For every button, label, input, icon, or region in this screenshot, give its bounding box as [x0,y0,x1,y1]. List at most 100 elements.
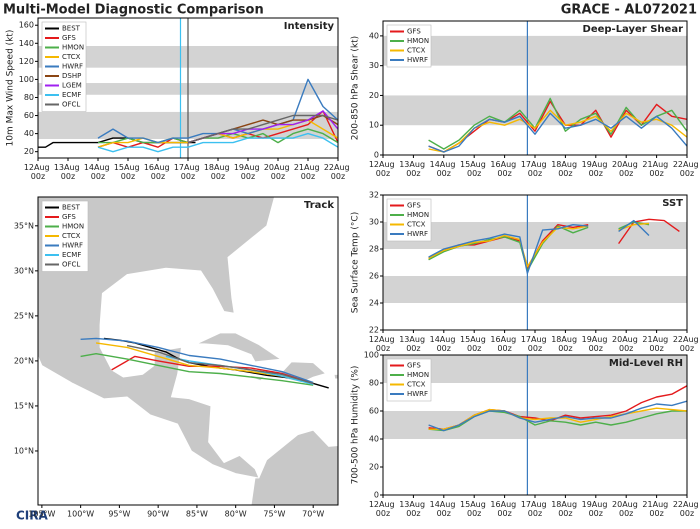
legend-label: CTCX [407,381,426,389]
x-tick-label: 18Aug 00z [204,163,232,181]
legend-label: CTCX [62,53,81,61]
legend-label: ECMF [62,251,81,259]
x-tick-label: 13Aug 00z [399,160,427,178]
panel-title: Track [304,200,334,211]
x-tick-label: 15Aug 00z [460,500,488,518]
y-tick-label: 15°N [14,401,34,410]
x-tick-label: 18Aug 00z [551,500,579,518]
y-tick-label: 10 [369,121,379,130]
x-tick-label: 85°W [186,510,208,519]
y-tick-label: 40 [369,435,379,444]
x-tick-label: 19Aug 00z [582,335,610,353]
logo: CIRA [16,509,49,523]
x-tick-label: 19Aug 00z [582,500,610,518]
y-tick-label: 20 [24,147,34,156]
y-tick-label: 24 [369,299,379,308]
y-tick-label: 60 [369,407,379,416]
panel-title: Mid-Level RH [609,358,683,369]
y-tick-label: 140 [19,39,34,48]
x-tick-label: 12Aug 00z [369,335,397,353]
legend-label: HWRF [62,242,83,250]
legend-label: CTCX [407,47,426,55]
panel-frame [37,196,339,506]
y-tick-label: 80 [369,379,379,388]
land [196,332,282,363]
x-tick-label: 17Aug 00z [521,335,549,353]
y-tick-label: 20°N [14,356,34,365]
legend-label: OFCL [62,261,80,269]
band [383,276,687,303]
x-tick-label: 14Aug 00z [84,163,112,181]
y-axis-label: Sea Surface Temp (°C) [351,212,361,313]
plot-area [38,18,338,158]
x-tick-label: 22Aug 00z [324,163,352,181]
y-axis-label: 200-850 hPa Shear (kt) [351,36,361,140]
x-tick-label: 21Aug 00z [642,160,670,178]
y-tick-label: 30°N [14,266,34,275]
x-tick-label: 15Aug 00z [114,163,142,181]
y-tick-label: 120 [19,57,34,66]
storm-title: GRACE - AL072021 [561,3,697,18]
band [383,35,687,66]
x-tick-label: 80°W [225,510,247,519]
band [383,222,687,249]
x-tick-label: 17Aug 00z [521,500,549,518]
x-tick-label: 19Aug 00z [582,160,610,178]
panel-title: Intensity [284,21,335,32]
series-line [428,97,687,150]
x-tick-label: 20Aug 00z [612,500,640,518]
panel-title: SST [662,198,683,209]
land [38,197,275,479]
x-tick-label: 22Aug 00z [673,500,700,518]
series-line [98,128,338,144]
legend-label: GFS [62,213,76,221]
series-line [126,344,314,385]
y-tick-label: 100 [19,75,34,84]
y-tick-label: 30 [369,218,379,227]
x-tick-label: 15Aug 00z [460,335,488,353]
series-line [80,337,314,384]
y-tick-label: 100 [364,351,379,360]
x-tick-label: 15Aug 00z [460,160,488,178]
panel-title: Deep-Layer Shear [583,24,684,35]
y-tick-label: 26 [369,272,379,281]
x-tick-label: 12Aug 00z [369,500,397,518]
y-tick-label: 60 [24,111,34,120]
x-tick-label: 21Aug 00z [294,163,322,181]
y-tick-label: 40 [24,129,34,138]
legend-label: HWRF [407,390,428,398]
x-tick-label: 13Aug 00z [399,500,427,518]
x-tick-label: 14Aug 00z [430,500,458,518]
legend-label: CTCX [407,221,426,229]
legend-label: OFCL [62,101,80,109]
x-tick-label: 16Aug 00z [490,160,518,178]
x-tick-label: 17Aug 00z [521,160,549,178]
y-axis-label: 10m Max Wind Speed (kt) [6,30,16,147]
y-tick-label: 25°N [14,311,34,320]
land [333,374,338,380]
x-tick-label: 16Aug 00z [144,163,172,181]
x-tick-label: 18Aug 00z [551,335,579,353]
legend-label: GFS [62,34,76,42]
legend-label: ECMF [62,91,81,99]
y-tick-label: 80 [24,93,34,102]
x-tick-label: 18Aug 00z [551,160,579,178]
legend-label: DSHP [62,72,81,80]
y-tick-label: 0 [374,151,379,160]
x-tick-label: 21Aug 00z [642,500,670,518]
legend-label: BEST [62,25,81,33]
x-tick-label: 90°W [147,510,169,519]
y-tick-label: 30 [369,61,379,70]
series-line [428,219,650,274]
x-tick-label: 14Aug 00z [430,335,458,353]
x-tick-label: 12Aug 00z [24,163,52,181]
x-tick-label: 13Aug 00z [54,163,82,181]
legend-label: GFS [407,362,421,370]
land [250,429,338,505]
x-tick-label: 17Aug 00z [174,163,202,181]
x-tick-label: 12Aug 00z [369,160,397,178]
y-tick-label: 22 [369,326,379,335]
series-line [428,400,687,432]
series-line [187,114,338,144]
